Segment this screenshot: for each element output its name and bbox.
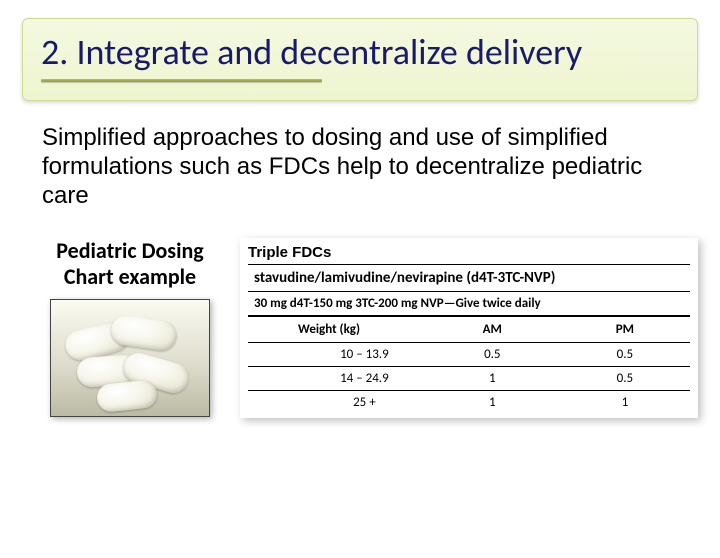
table-row: 14 – 24.9 1 0.5 xyxy=(248,367,690,391)
dosing-table: Weight (kg) AM PM 10 – 13.9 0.5 0.5 14 –… xyxy=(248,317,690,414)
title-underline xyxy=(41,79,322,82)
cell-am: 1 xyxy=(425,391,560,415)
pill-icon xyxy=(96,379,159,413)
cell-weight: 25 + xyxy=(248,391,425,415)
cell-pm: 0.5 xyxy=(560,343,690,367)
chart-label-line1: Pediatric Dosing xyxy=(56,237,203,264)
cell-am: 1 xyxy=(425,367,560,391)
col-pm: PM xyxy=(560,317,690,343)
table-row: 10 – 13.9 0.5 0.5 xyxy=(248,343,690,367)
cell-pm: 0.5 xyxy=(560,367,690,391)
fdc-heading: Triple FDCs xyxy=(248,244,690,261)
col-am: AM xyxy=(425,317,560,343)
fdc-panel: Triple FDCs stavudine/lamivudine/nevirap… xyxy=(240,238,698,418)
col-weight: Weight (kg) xyxy=(248,317,425,343)
table-header-row: Weight (kg) AM PM xyxy=(248,317,690,343)
cell-weight: 14 – 24.9 xyxy=(248,367,425,391)
cell-pm: 1 xyxy=(560,391,690,415)
slide-title-bar: 2. Integrate and decentralize delivery xyxy=(22,18,698,101)
fdc-drug-name: stavudine/lamivudine/nevirapine (d4T-3TC… xyxy=(248,264,690,292)
table-row: 25 + 1 1 xyxy=(248,391,690,415)
fdc-dose-line: 30 mg d4T-150 mg 3TC-200 mg NVP—Give twi… xyxy=(248,292,690,317)
chart-label-line2: Chart example xyxy=(64,263,196,290)
cell-weight: 10 – 13.9 xyxy=(248,343,425,367)
lower-section: Pediatric Dosing Chart example Triple FD… xyxy=(30,238,698,418)
body-paragraph: Simplified approaches to dosing and use … xyxy=(42,123,678,211)
cell-am: 0.5 xyxy=(425,343,560,367)
left-column: Pediatric Dosing Chart example xyxy=(30,238,230,418)
chart-label: Pediatric Dosing Chart example xyxy=(30,238,230,289)
pill-image xyxy=(50,299,210,417)
slide-title: 2. Integrate and decentralize delivery xyxy=(41,33,679,73)
